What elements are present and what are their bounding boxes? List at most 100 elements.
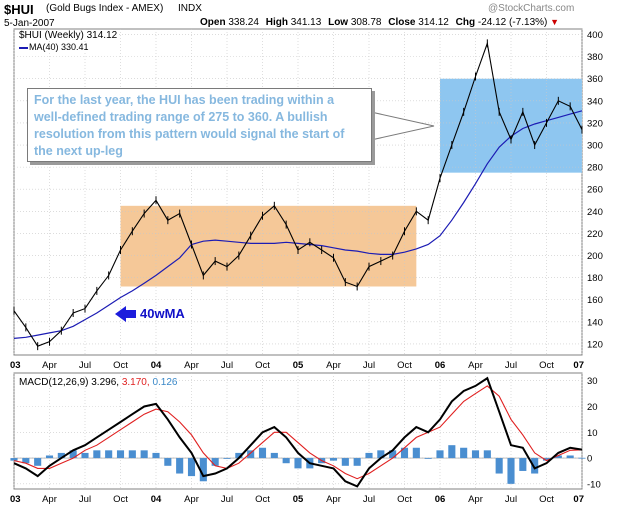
macd-histogram-bar	[554, 455, 562, 459]
ma-arrow-icon	[115, 306, 136, 322]
macd-x-tick-label: Oct	[539, 494, 554, 505]
price-y-tick-label: 340	[587, 96, 603, 107]
price-x-tick-label: Apr	[468, 360, 483, 371]
macd-histogram-bar	[542, 458, 551, 461]
annotation-callout: For the last year, the HUI has been trad…	[27, 88, 372, 162]
macd-histogram-bar	[116, 450, 125, 459]
macd-histogram-bar	[400, 447, 409, 459]
macd-x-tick-label: 06	[435, 494, 446, 505]
price-x-tick-label: Oct	[113, 360, 128, 371]
macd-histogram-bar	[329, 458, 338, 461]
macd-histogram-bar	[34, 458, 42, 466]
macd-histogram-bar	[247, 450, 255, 459]
price-x-tick-label: Oct	[255, 360, 270, 371]
symbol: $HUI	[4, 2, 34, 17]
macd-histogram-bar	[10, 458, 18, 461]
price-x-tick-label: Jul	[363, 360, 375, 371]
macd-histogram-bar	[282, 458, 290, 464]
macd-x-tick-label: Apr	[326, 494, 341, 505]
signal-line	[13, 385, 583, 480]
macd-x-tick-label: Jul	[363, 494, 375, 505]
price-x-tick-label: Apr	[184, 360, 199, 371]
macd-legend-v2: 3.170,	[121, 377, 150, 388]
ma-arrow-label: 40wMA	[140, 306, 185, 321]
macd-x-tick-label: Oct	[255, 494, 270, 505]
macd-histogram-bar	[258, 447, 267, 459]
price-legend-text: $HUI (Weekly) 314.12	[19, 30, 118, 41]
chg-label: Chg	[455, 17, 476, 28]
macd-x-tick-label: 05	[293, 494, 304, 505]
macd-histogram-bar	[22, 458, 30, 464]
macd-legend-v3: 0.126	[152, 377, 178, 388]
macd-histogram-bar	[199, 458, 207, 482]
price-x-tick-label: Oct	[539, 360, 554, 371]
macd-x-tick-label: Jul	[221, 494, 233, 505]
ma40-line	[13, 110, 583, 339]
price-x-tick-label: 04	[151, 360, 162, 371]
macd-histogram-bar	[519, 458, 527, 471]
chg-value: -24.12 (-7.13%)	[477, 17, 548, 28]
price-y-tick-label: 200	[587, 251, 603, 262]
macd-line	[13, 376, 583, 488]
low-value: 308.78	[350, 17, 382, 28]
macd-histogram-bar	[495, 458, 503, 474]
date: 5-Jan-2007	[4, 18, 55, 29]
price-x-tick-label: Jul	[221, 360, 233, 371]
macd-x-tick-label: Apr	[184, 494, 199, 505]
macd-histogram-bar	[436, 450, 444, 459]
macd-x-tick-label: Oct	[113, 494, 128, 505]
macd-histogram-bar	[69, 450, 77, 459]
macd-histogram-bar	[152, 452, 160, 459]
high-label: High	[265, 17, 288, 28]
high-value: 341.13	[290, 17, 322, 28]
macd-histogram-bar	[389, 450, 397, 459]
macd-histogram-bar	[566, 455, 574, 459]
price-y-tick-label: 240	[587, 207, 603, 218]
macd-x-tick-label: 04	[151, 494, 162, 505]
macd-histogram-bar	[424, 458, 432, 459]
price-y-tick-label: 260	[587, 185, 603, 196]
macd-histogram-bar	[531, 458, 539, 474]
macd-histogram-bar	[140, 450, 148, 459]
index-name: (Gold Bugs Index - AMEX)	[46, 3, 164, 14]
price-x-tick-label: 03	[10, 360, 21, 371]
down-arrow-icon: ▼	[550, 17, 560, 27]
macd-histogram-bar	[164, 458, 172, 466]
macd-histogram-bar	[507, 458, 515, 484]
macd-histogram-bar	[412, 447, 420, 459]
macd-histogram-bar	[460, 447, 468, 459]
macd-y-tick-label: 10	[587, 428, 598, 439]
macd-histogram-bar	[105, 450, 113, 459]
macd-histogram-bar	[448, 445, 456, 459]
price-y-tick-label: 160	[587, 295, 603, 306]
price-x-tick-label: Jul	[79, 360, 91, 371]
macd-histogram-bar	[128, 450, 136, 459]
ma-legend-text: MA(40) 330.41	[29, 42, 89, 52]
ma-legend-swatch	[19, 46, 28, 49]
macd-x-tick-label: Apr	[42, 494, 57, 505]
price-x-tick-label: 05	[293, 360, 304, 371]
macd-legend: MACD(12,26,9) 3.296, 3.170, 0.126	[17, 377, 180, 388]
macd-histogram-bar	[483, 450, 491, 459]
ohlc-row: Open 338.24 High 341.13 Low 308.78 Close…	[200, 17, 559, 28]
macd-histogram-bar	[187, 458, 196, 477]
price-y-tick-label: 120	[587, 339, 603, 350]
price-y-tick-label: 280	[587, 163, 603, 174]
price-y-tick-label: 400	[587, 30, 603, 41]
price-y-tick-label: 360	[587, 74, 603, 85]
macd-histogram-bar	[377, 450, 385, 459]
price-legend: $HUI (Weekly) 314.12	[17, 30, 120, 41]
price-y-tick-label: 380	[587, 52, 603, 63]
price-x-tick-label: Oct	[397, 360, 412, 371]
open-label: Open	[200, 17, 226, 28]
macd-histogram-bar	[176, 458, 184, 474]
price-y-tick-label: 220	[587, 229, 603, 240]
low-label: Low	[328, 17, 349, 28]
price-x-tick-label: Jul	[505, 360, 517, 371]
price-x-tick-label: Apr	[42, 360, 57, 371]
macd-x-tick-label: 07	[573, 494, 584, 505]
macd-y-tick-label: 30	[587, 376, 598, 387]
price-x-tick-label: 07	[573, 360, 584, 371]
price-x-tick-label: 06	[435, 360, 446, 371]
